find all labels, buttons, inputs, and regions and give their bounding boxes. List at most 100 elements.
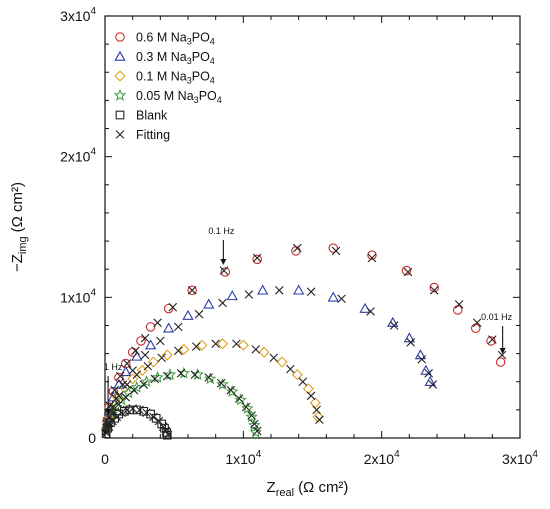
- data-point: [130, 380, 144, 393]
- data-point: [176, 369, 186, 378]
- legend-label: Blank: [136, 109, 168, 123]
- legend-marker: [114, 50, 126, 61]
- data-point: [470, 323, 481, 334]
- data-point: [258, 346, 270, 358]
- legend-marker: [115, 110, 125, 120]
- data-point: [359, 302, 371, 313]
- data-point: [327, 291, 339, 302]
- data-point: [161, 349, 173, 361]
- data-point: [298, 377, 308, 387]
- legend-label: Fitting: [136, 128, 170, 142]
- data-point: [204, 373, 214, 382]
- data-point: [140, 350, 150, 360]
- data-point: [203, 298, 215, 309]
- data-point: [174, 322, 183, 332]
- data-point: [252, 254, 262, 265]
- data-point: [367, 253, 377, 263]
- data-point: [420, 364, 432, 375]
- data-point: [306, 391, 316, 401]
- legend-marker: [114, 70, 126, 82]
- x-axis-label: Zreal (Ω cm²): [267, 479, 349, 499]
- data-point: [237, 339, 249, 351]
- data-point: [111, 391, 124, 403]
- data-point: [136, 364, 148, 377]
- y-tick-label: 2x104: [60, 147, 96, 165]
- data-point: [114, 372, 124, 383]
- data-point: [211, 339, 220, 349]
- legend-marker: [115, 32, 125, 42]
- data-point: [135, 405, 144, 415]
- data-point: [115, 371, 125, 381]
- x-tick-label: 1x104: [225, 449, 261, 467]
- data-point: [286, 364, 295, 374]
- data-point: [156, 336, 165, 346]
- data-point: [194, 309, 204, 319]
- data-point: [366, 307, 375, 316]
- data-point: [157, 353, 167, 363]
- data-point: [309, 397, 321, 409]
- data-point: [429, 286, 439, 295]
- series-1: [101, 284, 436, 429]
- data-point: [154, 416, 164, 426]
- data-point: [429, 282, 439, 293]
- data-point: [132, 405, 142, 415]
- data-point: [139, 380, 149, 389]
- data-point: [102, 428, 111, 438]
- data-point: [387, 316, 399, 327]
- data-point: [121, 392, 131, 402]
- data-point: [249, 425, 262, 438]
- legend-label: 0.3 M Na3PO4: [136, 50, 215, 66]
- annotation-arrow-head: [220, 259, 227, 266]
- data-point: [122, 380, 132, 389]
- data-point: [244, 290, 254, 299]
- data-point: [312, 405, 321, 415]
- annotation-label: 0.1 Hz: [208, 226, 235, 236]
- legend-label: 0.6 M Na3PO4: [136, 31, 215, 47]
- data-point: [337, 294, 346, 304]
- data-point: [218, 298, 227, 308]
- data-point: [269, 353, 279, 363]
- data-point: [127, 373, 139, 385]
- data-point: [497, 350, 507, 360]
- data-point: [424, 375, 436, 386]
- data-point: [127, 347, 138, 357]
- series-5: [102, 243, 507, 439]
- data-point: [403, 267, 413, 277]
- data-point: [472, 318, 482, 327]
- data-point: [331, 246, 341, 256]
- data-point: [291, 246, 301, 256]
- data-point: [122, 359, 132, 368]
- data-point: [495, 357, 506, 367]
- data-point: [142, 408, 151, 417]
- data-point: [122, 405, 132, 415]
- data-point: [131, 350, 143, 361]
- data-point: [187, 286, 197, 295]
- annotations: 0.1 Hz 0.01 Hz 1 Hz: [104, 226, 513, 416]
- data-point: [486, 336, 496, 346]
- data-point: [293, 284, 305, 295]
- data-point: [117, 408, 126, 417]
- data-point: [414, 349, 427, 360]
- data-point: [452, 305, 463, 315]
- series-3: [100, 366, 262, 438]
- data-point: [226, 385, 239, 397]
- data-point: [216, 378, 229, 390]
- data-point: [291, 369, 303, 381]
- data-point: [401, 265, 412, 276]
- data-point: [234, 393, 247, 406]
- data-point: [203, 372, 217, 385]
- data-point: [120, 366, 132, 377]
- data-point: [251, 345, 261, 354]
- data-point: [312, 411, 324, 423]
- data-point: [417, 354, 427, 364]
- data-point: [315, 415, 324, 425]
- data-point: [163, 303, 174, 314]
- data-point: [328, 243, 338, 253]
- data-point: [145, 339, 157, 350]
- plot-area: [104, 15, 521, 439]
- data-point: [140, 333, 150, 343]
- data-point: [132, 370, 142, 379]
- data-point: [168, 302, 178, 312]
- x-tick-label: 3x104: [502, 449, 538, 467]
